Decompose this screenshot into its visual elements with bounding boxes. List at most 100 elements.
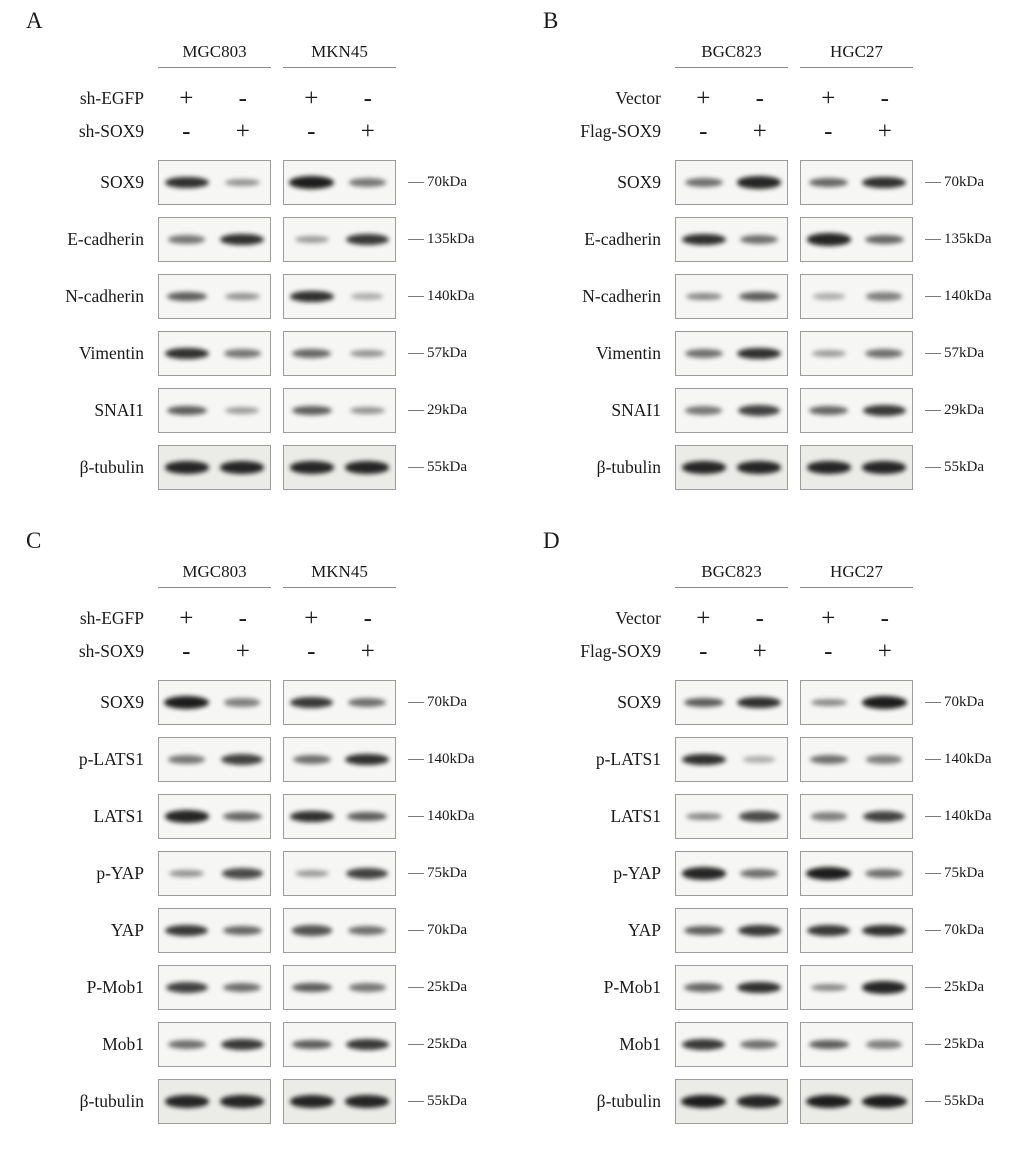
blot-band <box>348 698 387 707</box>
blot-band <box>862 981 907 994</box>
protein-label: p-LATS1 <box>78 749 144 769</box>
marker-label: 57kDa <box>427 345 467 361</box>
condition-sign: + <box>304 605 319 632</box>
blot-band <box>866 1040 903 1049</box>
blot-lane <box>159 161 215 204</box>
molecular-weight-marker: 55kDa <box>925 459 984 476</box>
condition-sign: - <box>880 85 889 112</box>
marker-tick-line <box>408 239 424 240</box>
blot-band <box>862 404 906 417</box>
molecular-weight-marker: 70kDa <box>408 694 467 711</box>
condition-row: Vector + - + - <box>517 82 1010 115</box>
blot-lane <box>159 795 215 838</box>
marker-label: 70kDa <box>427 174 467 190</box>
blot-band <box>681 461 726 474</box>
condition-sign: + <box>235 638 250 665</box>
blot-band <box>164 176 209 189</box>
blot-band <box>166 405 207 416</box>
blot-band <box>164 347 209 360</box>
condition-sign: - <box>363 85 372 112</box>
blot-band <box>865 349 904 358</box>
blot-box <box>800 737 913 782</box>
blot-lane <box>340 909 396 952</box>
blot-band <box>291 405 332 416</box>
blot-box <box>158 388 271 433</box>
blot-band <box>811 350 846 357</box>
blot-box <box>800 160 913 205</box>
blot-lane <box>284 795 340 838</box>
blot-row: p-YAP 75kDa <box>0 851 505 896</box>
marker-label: 140kDa <box>944 751 992 767</box>
blot-box <box>675 331 788 376</box>
protein-label: P-Mob1 <box>86 977 144 997</box>
sign-group: + - <box>800 606 913 631</box>
marker-tick-line <box>408 182 424 183</box>
blot-lane <box>284 161 340 204</box>
sign-group: + - <box>158 606 271 631</box>
marker-label: 70kDa <box>944 922 984 938</box>
blot-band <box>168 755 206 764</box>
blot-band <box>865 869 904 878</box>
molecular-weight-marker: 55kDa <box>925 1093 984 1110</box>
condition-sign: - <box>307 118 316 145</box>
blot-band <box>740 1040 779 1049</box>
marker-tick-line <box>408 1101 424 1102</box>
blot-band <box>806 233 851 246</box>
blot-lane <box>215 852 271 895</box>
blot-row: Mob1 25kDa <box>0 1022 505 1067</box>
blot-row: β-tubulin 55kDa <box>0 445 505 490</box>
blot-band <box>685 812 722 821</box>
marker-tick-line <box>408 410 424 411</box>
blot-lane <box>284 275 340 318</box>
blot-box <box>675 445 788 490</box>
blot-lane <box>676 795 732 838</box>
marker-label: 75kDa <box>944 865 984 881</box>
blot-box <box>158 1079 271 1124</box>
blot-row: SOX9 70kDa <box>0 160 505 205</box>
molecular-weight-marker: 29kDa <box>925 402 984 419</box>
blot-lane <box>676 852 732 895</box>
protein-label: N-cadherin <box>582 286 661 306</box>
blot-band <box>168 235 206 244</box>
blot-lane <box>284 1023 340 1066</box>
blot-lane <box>732 389 788 432</box>
blot-lane <box>676 966 732 1009</box>
protein-label: SNAI1 <box>94 400 144 420</box>
protein-label: LATS1 <box>93 806 144 826</box>
blot-band <box>345 1038 389 1051</box>
blot-box <box>800 445 913 490</box>
blot-row: p-LATS1 140kDa <box>517 737 1010 782</box>
blot-lane <box>801 852 857 895</box>
blot-lane <box>801 389 857 432</box>
marker-tick-line <box>925 410 941 411</box>
sign-group: - + <box>675 639 788 664</box>
blot-band <box>347 811 388 822</box>
condition-label: sh-EGFP <box>79 88 144 108</box>
sign-group: - + <box>158 639 271 664</box>
blot-lane <box>215 738 271 781</box>
condition-sign: - <box>755 605 764 632</box>
blot-lane <box>732 218 788 261</box>
panel-label: B <box>543 8 560 33</box>
protein-label: SNAI1 <box>611 400 661 420</box>
blot-box <box>675 680 788 725</box>
condition-row: sh-SOX9- + - + <box>0 115 505 148</box>
blot-band <box>220 1038 264 1051</box>
molecular-weight-marker: 75kDa <box>408 865 467 882</box>
sign-group: - + <box>283 639 396 664</box>
condition-sign: - <box>824 118 833 145</box>
marker-tick-line <box>925 987 941 988</box>
marker-tick-line <box>408 702 424 703</box>
condition-sign: - <box>182 118 191 145</box>
molecular-weight-marker: 140kDa <box>408 288 475 305</box>
blot-band <box>810 698 847 707</box>
blot-band <box>864 234 904 245</box>
blot-lane <box>676 275 732 318</box>
blot-band <box>220 1095 265 1108</box>
blot-lane <box>215 966 271 1009</box>
blot-lane <box>732 795 788 838</box>
molecular-weight-marker: 75kDa <box>925 865 984 882</box>
blot-lane <box>159 852 215 895</box>
blot-lane <box>857 795 913 838</box>
blot-row: E-cadherin 135kDa <box>517 217 1010 262</box>
